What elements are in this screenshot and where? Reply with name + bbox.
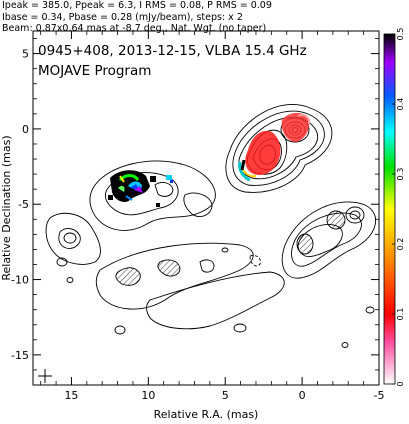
- beam-marker: [38, 369, 52, 383]
- colorbar-tick-label: 0.5: [396, 28, 405, 41]
- header-line-3: Beam: 0.87x0.64 mas at -8.7 deg., Nat. W…: [2, 23, 266, 34]
- jet-polarization: [108, 170, 173, 207]
- colorbar-tick-label: 0.4: [396, 98, 405, 111]
- colorbar-tick-label: 0.1: [396, 308, 405, 321]
- colorbar-tick-label: 0: [396, 381, 405, 386]
- x-tick-label: 5: [222, 389, 229, 402]
- header-line-1: Ipeak = 385.0, Ppeak = 6.3, I RMS = 0.08…: [2, 0, 272, 11]
- extended-contours: [66, 247, 375, 348]
- x-tick-label: -5: [374, 389, 385, 402]
- map-subtitle: MOJAVE Program: [38, 63, 151, 79]
- y-tick-label: -5: [18, 198, 29, 211]
- y-tick-label: 0: [22, 123, 29, 136]
- y-axis-label: Relative Declination (mas): [0, 135, 13, 280]
- jet-contours: [45, 160, 216, 267]
- map-title: 0945+408, 2013-12-15, VLBA 15.4 GHz: [38, 43, 307, 59]
- y-tick-label: -10: [11, 274, 29, 287]
- southern-contours: [281, 201, 377, 279]
- x-tick-label: 10: [141, 389, 155, 402]
- colorbar-tick-label: 0.2: [396, 238, 405, 251]
- x-tick-label: 0: [299, 389, 306, 402]
- x-axis-label: Relative R.A. (mas): [154, 408, 259, 421]
- colorbar-gradient: [383, 33, 396, 385]
- colorbar: 0 0.1 0.2 0.3 0.4 0.5: [383, 28, 405, 387]
- colorbar-tick-label: 0.3: [396, 168, 405, 181]
- plot-frame: [32, 30, 380, 386]
- middle-contours: [95, 242, 261, 310]
- header-line-2: Ibase = 0.34, Pbase = 0.28 (mJy/beam), s…: [2, 12, 243, 23]
- x-tick-label: 15: [64, 389, 78, 402]
- axes: 15 10 5 0 -5 5 0 -5 -10 -15: [11, 31, 384, 402]
- y-tick-label: -15: [11, 349, 29, 362]
- y-tick-label: 5: [22, 48, 29, 61]
- core-polarization: [238, 112, 311, 182]
